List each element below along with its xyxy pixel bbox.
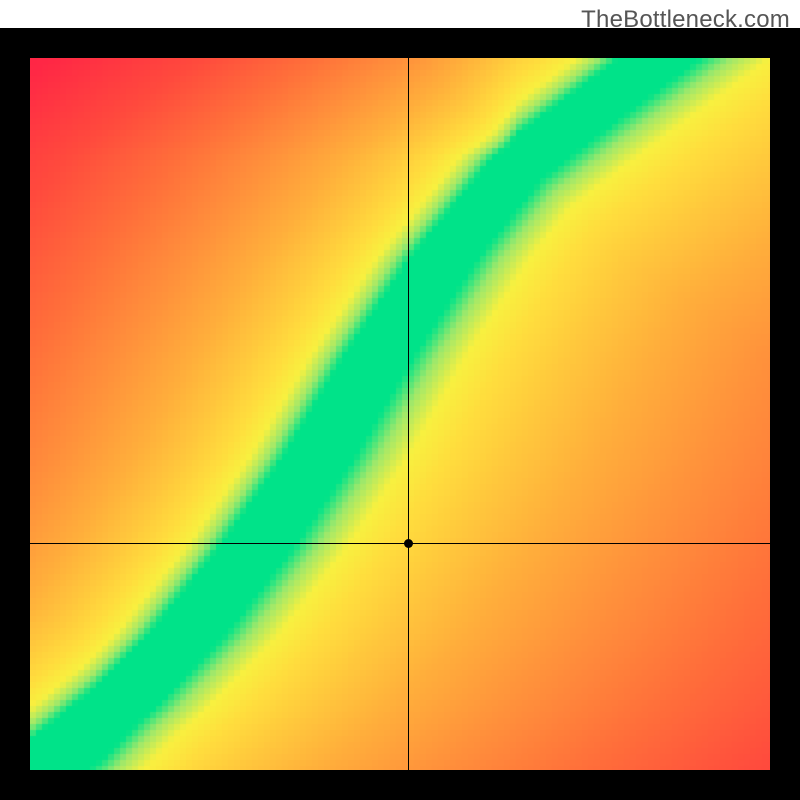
crosshair-vertical	[408, 58, 409, 770]
watermark-text: TheBottleneck.com	[581, 6, 790, 34]
heatmap-canvas	[30, 58, 770, 770]
heatmap-plot	[30, 58, 770, 770]
crosshair-horizontal	[30, 543, 770, 544]
plot-black-border	[0, 28, 800, 800]
